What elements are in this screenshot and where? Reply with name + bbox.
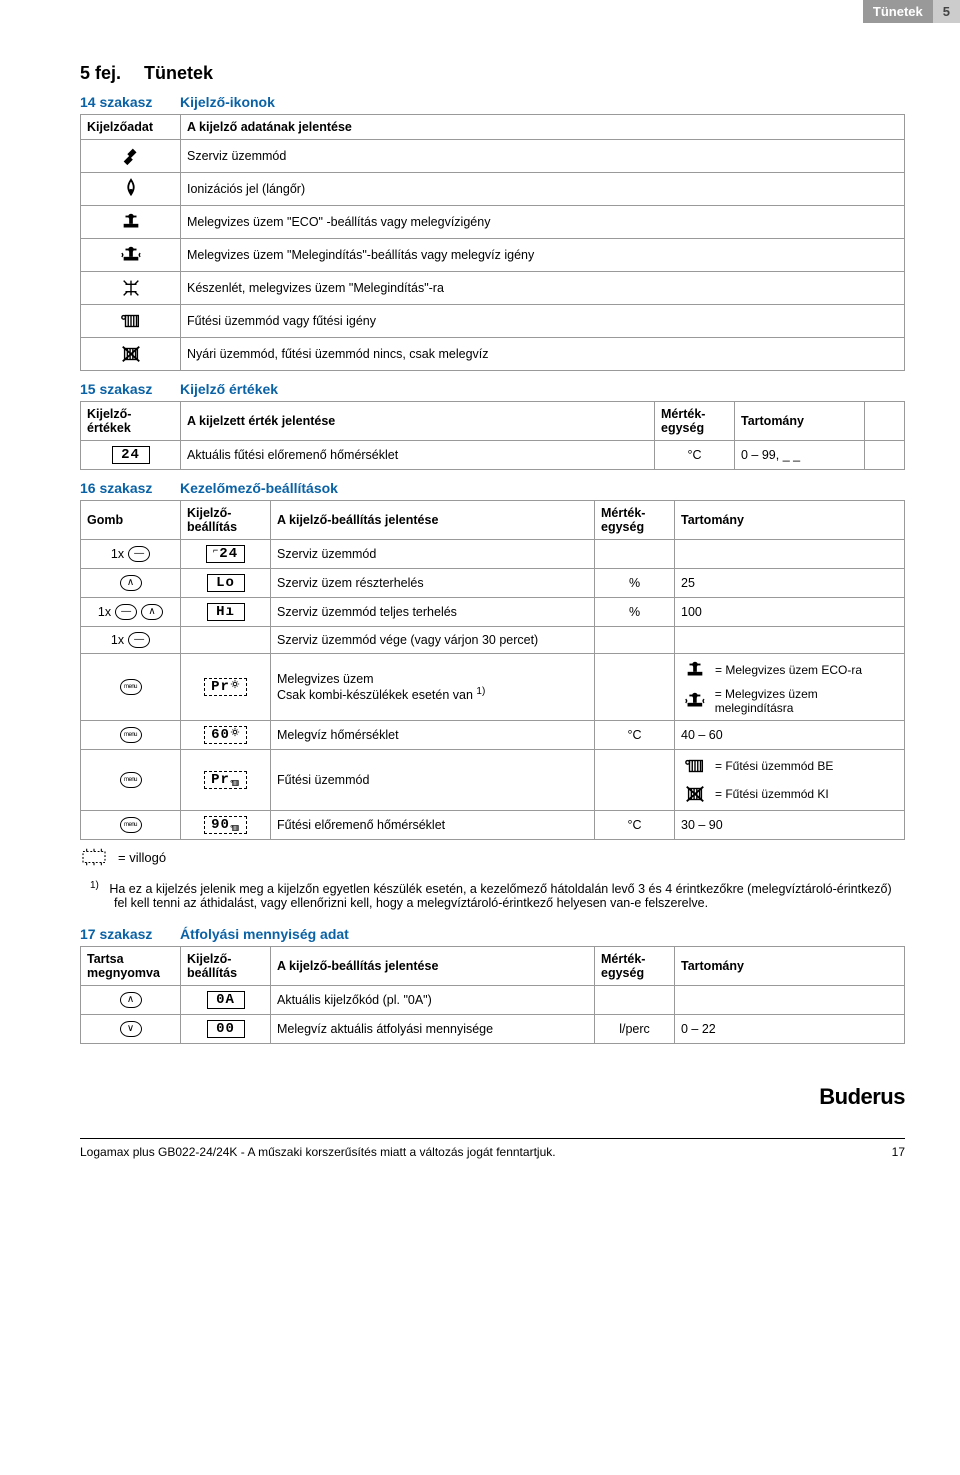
down-button-icon: ∨: [120, 1021, 142, 1037]
section-14-title: 14 szakasz Kijelző-ikonok: [80, 94, 905, 110]
table-row: Kijelző-értékek A kijelzett érték jelent…: [81, 402, 905, 441]
table-row: Kijelzőadat A kijelző adatának jelentése: [81, 115, 905, 140]
radiator-off-icon: [117, 343, 145, 365]
flame-icon: [117, 178, 145, 200]
table-values: Kijelző-értékek A kijelzett érték jelent…: [80, 401, 905, 470]
valve-icon: [117, 277, 145, 299]
radiator-icon: [117, 310, 145, 332]
col-header: Kijelzőadat: [81, 115, 181, 140]
up-button-icon: ∧: [120, 575, 142, 591]
chapter-title: 5 fej. Tünetek: [80, 63, 905, 84]
brand-logo: Buderus: [819, 1084, 905, 1109]
section-17-title: 17 szakasz Átfolyási mennyiség adat: [80, 926, 905, 942]
up-button-icon: ∧: [120, 992, 142, 1008]
radiator-off-icon: [681, 783, 709, 805]
table-icons: Kijelzőadat A kijelző adatának jelentése…: [80, 114, 905, 371]
radiator-icon: [681, 755, 709, 777]
table-row: ∨ 00 Melegvíz aktuális átfolyási mennyis…: [81, 1015, 905, 1044]
table-row: menu Pr Fűtési üzemmód = Fűtési üzemmód …: [81, 750, 905, 811]
menu-button-icon: menu: [120, 727, 142, 743]
header-label: Tünetek: [863, 0, 933, 23]
table-row: 1x—∧ Hı Szerviz üzemmód teljes terhelés …: [81, 598, 905, 627]
footer-text: Logamax plus GB022-24/24K - A műszaki ko…: [80, 1145, 556, 1159]
lcd-display: ⌐24: [206, 545, 245, 563]
lcd-display: 0A: [207, 991, 245, 1009]
tap-wave-icon: [681, 690, 709, 712]
table-row: 1x— ⌐24 Szerviz üzemmód: [81, 540, 905, 569]
legend-blinking: = villogó: [80, 840, 905, 874]
tap-wave-icon: [117, 244, 145, 266]
minus-button-icon: —: [128, 546, 150, 562]
table-row: Nyári üzemmód, fűtési üzemmód nincs, csa…: [81, 338, 905, 371]
table-row: menu 90 Fűtési előremenő hőmérséklet °C …: [81, 811, 905, 840]
page-number: 17: [892, 1145, 905, 1159]
menu-button-icon: menu: [120, 817, 142, 833]
wrench-icon: [117, 145, 145, 167]
table-row: Fűtési üzemmód vagy fűtési igény: [81, 305, 905, 338]
lcd-display: Hı: [207, 603, 245, 621]
table-flow: Tartsa megnyomva Kijelző-beállítás A kij…: [80, 946, 905, 1044]
tap-icon: [117, 211, 145, 233]
page-header: Tünetek 5: [0, 0, 960, 23]
section-16-title: 16 szakasz Kezelőmező-beállítások: [80, 480, 905, 496]
table-row: Melegvizes üzem "Melegindítás"-beállítás…: [81, 239, 905, 272]
lcd-display: Pr: [204, 678, 247, 696]
table-row: Ionizációs jel (lángőr): [81, 173, 905, 206]
table-row: Tartsa megnyomva Kijelző-beállítás A kij…: [81, 947, 905, 986]
lcd-display: 24: [112, 446, 150, 464]
table-row: menu 60 Melegvíz hőmérséklet °C 40 – 60: [81, 721, 905, 750]
menu-button-icon: menu: [120, 772, 142, 788]
table-row: Gomb Kijelző-beállítás A kijelző-beállít…: [81, 501, 905, 540]
lcd-display: Pr: [204, 771, 247, 789]
page-footer: Logamax plus GB022-24/24K - A műszaki ko…: [80, 1138, 905, 1159]
lcd-display: Lo: [207, 574, 245, 592]
up-button-icon: ∧: [141, 604, 163, 620]
table-row: Melegvizes üzem "ECO" -beállítás vagy me…: [81, 206, 905, 239]
footnote-1: 1) Ha ez a kijelzés jelenik meg a kijelz…: [80, 874, 905, 916]
table-row: menu Pr Melegvizes üzemCsak kombi-készül…: [81, 654, 905, 721]
table-row: Szerviz üzemmód: [81, 140, 905, 173]
menu-button-icon: menu: [120, 679, 142, 695]
lcd-display: 90: [204, 816, 247, 834]
minus-button-icon: —: [115, 604, 137, 620]
table-row: ∧ Lo Szerviz üzem részterhelés % 25: [81, 569, 905, 598]
lcd-display: 60: [204, 726, 247, 744]
dotted-rect-icon: [80, 846, 108, 868]
col-header: A kijelző adatának jelentése: [181, 115, 905, 140]
lcd-display: 00: [207, 1020, 245, 1038]
table-row: Készenlét, melegvizes üzem "Melegindítás…: [81, 272, 905, 305]
section-15-title: 15 szakasz Kijelző értékek: [80, 381, 905, 397]
header-chapter-num: 5: [933, 0, 960, 23]
table-settings: Gomb Kijelző-beállítás A kijelző-beállít…: [80, 500, 905, 840]
table-row: ∧ 0A Aktuális kijelzőkód (pl. "0A"): [81, 986, 905, 1015]
table-row: 24 Aktuális fűtési előremenő hőmérséklet…: [81, 441, 905, 470]
minus-button-icon: —: [128, 632, 150, 648]
table-row: 1x— Szerviz üzemmód vége (vagy várjon 30…: [81, 627, 905, 654]
tap-icon: [681, 659, 709, 681]
